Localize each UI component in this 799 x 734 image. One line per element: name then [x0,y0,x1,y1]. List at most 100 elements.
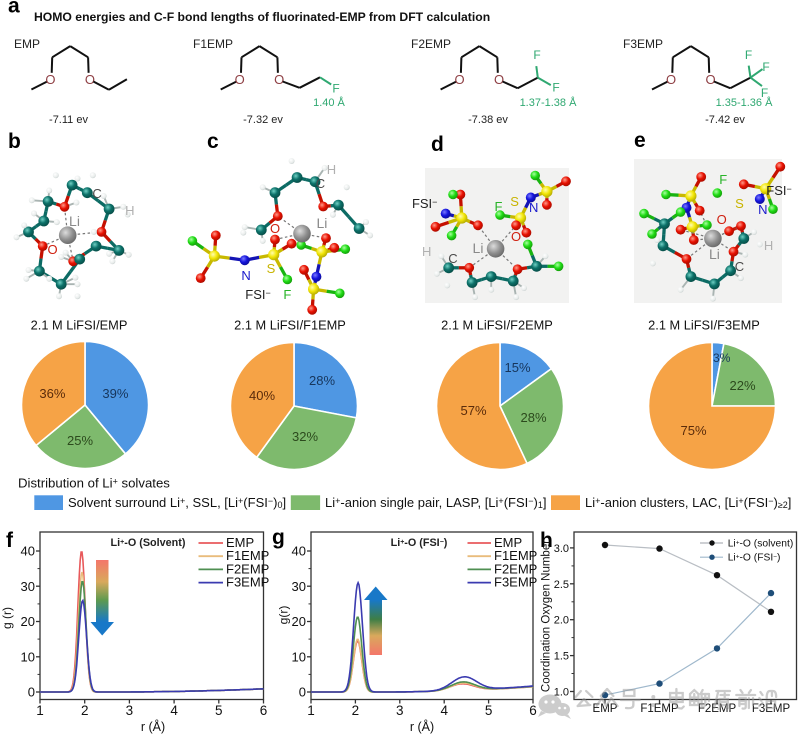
svg-text:Li: Li [473,240,484,256]
svg-text:3: 3 [396,703,404,718]
svg-text:d: d [431,133,444,156]
svg-text:1.37-1.38 Å: 1.37-1.38 Å [520,96,578,109]
svg-text:2: 2 [81,703,89,718]
svg-text:EMP: EMP [593,703,618,715]
svg-text:Li+-O (FSI−): Li+-O (FSI−) [391,537,448,549]
svg-text:10: 10 [292,649,306,664]
svg-text:EMP: EMP [494,535,522,550]
svg-text:O: O [717,212,727,227]
svg-text:6: 6 [529,703,537,718]
svg-text:75%: 75% [680,423,706,438]
svg-text:H: H [422,244,431,259]
svg-text:22%: 22% [729,378,755,393]
svg-text:F: F [762,60,769,74]
svg-text:a: a [8,0,20,18]
svg-text:F3EMP: F3EMP [623,37,663,51]
svg-text:40%: 40% [249,388,275,403]
svg-text:F1EMP: F1EMP [226,548,269,563]
svg-text:20: 20 [21,614,35,629]
svg-text:1.35-1.36 Å: 1.35-1.36 Å [716,96,774,109]
svg-text:F2EMP: F2EMP [494,561,537,576]
svg-text:r (Å): r (Å) [410,719,434,734]
svg-text:Li+-anion single pair, LASP, [: Li+-anion single pair, LASP, [Li+(FSI−)1… [325,495,547,510]
svg-text:EMP: EMP [226,535,254,550]
svg-text:25%: 25% [67,433,93,448]
svg-text:30: 30 [21,579,35,594]
svg-text:1: 1 [307,703,315,718]
svg-text:-7.38 ev: -7.38 ev [468,114,508,126]
svg-text:O: O [45,72,55,87]
svg-text:C: C [735,259,744,274]
svg-text:O: O [274,72,284,87]
svg-text:F: F [495,199,503,214]
svg-text:g: g [272,526,285,549]
svg-text:H: H [125,203,134,218]
svg-text:f: f [6,529,14,552]
svg-text:10: 10 [21,649,35,664]
svg-text:g (r): g (r) [0,607,14,629]
svg-text:F: F [552,81,559,95]
svg-text:F: F [283,287,291,302]
svg-text:F: F [533,48,540,62]
svg-text:36%: 36% [39,386,65,401]
svg-text:5: 5 [215,703,223,718]
svg-text:2.1 M LiFSI/F3EMP: 2.1 M LiFSI/F3EMP [648,318,760,333]
svg-text:O: O [47,242,57,257]
svg-text:O: O [511,229,521,244]
svg-text:4: 4 [170,703,178,718]
svg-text:2: 2 [352,703,360,718]
svg-text:S: S [735,196,744,211]
svg-text:3.0: 3.0 [554,543,569,555]
svg-text:2.0: 2.0 [554,615,569,627]
svg-text:N: N [241,268,250,283]
svg-text:FSI−: FSI− [245,287,271,302]
svg-text:6: 6 [260,703,268,718]
svg-text:C: C [92,186,101,201]
svg-text:Li+-O (solvent): Li+-O (solvent) [728,539,794,550]
svg-text:-7.42 ev: -7.42 ev [705,114,745,126]
svg-text:4: 4 [440,703,448,718]
svg-text:F1EMP: F1EMP [640,703,679,715]
svg-text:Li+-O (FSI−): Li+-O (FSI−) [728,553,781,564]
svg-text:FSI−: FSI− [412,196,438,211]
svg-text:-7.32 ev: -7.32 ev [243,114,283,126]
svg-text:32%: 32% [292,429,318,444]
svg-text:28%: 28% [520,410,546,425]
svg-text:O: O [705,72,715,87]
svg-text:e: e [634,129,646,152]
svg-text:40: 40 [21,544,35,559]
svg-text:C: C [316,176,325,191]
svg-text:F: F [719,172,727,187]
svg-text:H: H [764,238,773,253]
svg-text:39%: 39% [102,386,128,401]
svg-text:r (Å): r (Å) [141,719,165,734]
svg-text:S: S [510,194,519,209]
svg-text:h: h [540,529,553,552]
svg-text:-7.11 ev: -7.11 ev [49,114,88,126]
svg-text:Coordination Oxygen Number: Coordination Oxygen Number [541,540,553,692]
svg-text:F: F [761,86,768,100]
svg-text:HOMO energies and C-F bond len: HOMO energies and C-F bond lengths of fl… [34,10,490,24]
svg-text:Li: Li [69,213,80,229]
svg-text:2.1 M LiFSI/F2EMP: 2.1 M LiFSI/F2EMP [441,318,553,333]
svg-text:F1EMP: F1EMP [193,37,233,51]
svg-text:3: 3 [126,703,134,718]
svg-text:F2EMP: F2EMP [226,561,269,576]
svg-text:Solvent surround Li+, SSL, [Li: Solvent surround Li+, SSL, [Li+(FSI−)0] [68,495,286,510]
svg-text:Li+-anion clusters, LAC, [Li+(: Li+-anion clusters, LAC, [Li+(FSI−)≥2] [585,495,791,510]
svg-text:57%: 57% [460,403,486,418]
svg-text:H: H [327,162,336,177]
svg-text:S: S [267,261,276,276]
svg-text:F1EMP: F1EMP [494,548,537,563]
svg-text:FSI−: FSI− [766,183,792,198]
svg-text:1.40 Å: 1.40 Å [313,96,345,109]
svg-text:15%: 15% [504,360,530,375]
svg-text:Li+-O (Solvent): Li+-O (Solvent) [111,537,186,549]
svg-text:N: N [529,200,538,215]
svg-text:Distribution of Li+ solvates: Distribution of Li+ solvates [18,476,170,491]
svg-text:1: 1 [36,703,44,718]
svg-text:3%: 3% [713,351,731,365]
svg-text:N: N [758,202,767,217]
svg-text:F3EMP: F3EMP [494,575,537,590]
svg-text:O: O [270,221,280,236]
